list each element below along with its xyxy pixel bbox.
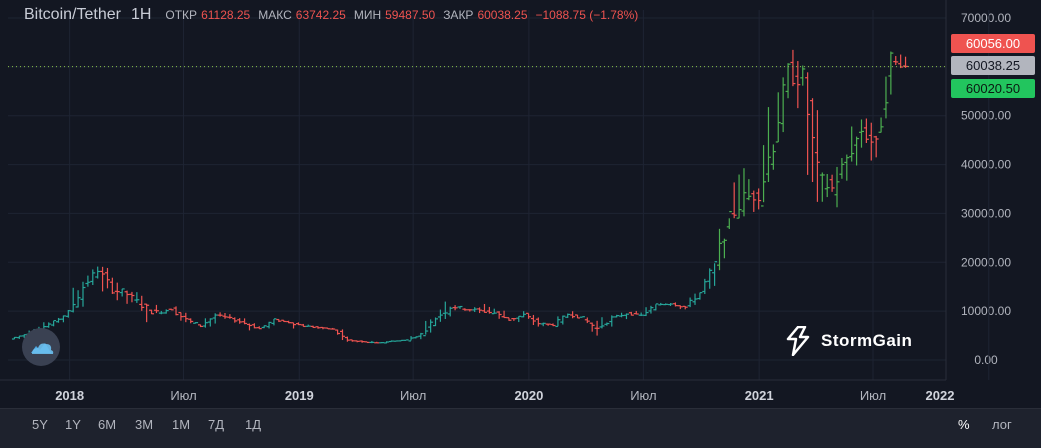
y-tick-label: 70000.00 [961,11,1011,25]
close-label: ЗАКР [443,8,474,22]
low-value: 59487.50 [385,8,436,22]
range-6m-button[interactable]: 6M [98,417,117,432]
x-tick-label: 2021 [745,388,774,403]
logo-text: StormGain [821,331,913,350]
y-tick-label: 40000.00 [961,158,1011,172]
stormgain-bolt-icon [786,326,810,356]
home-button[interactable] [22,328,60,366]
x-tick-label: Июл [630,388,656,403]
price-tag-high: 60056.00 [951,34,1035,53]
range-1m-button[interactable]: 1M [172,417,191,432]
x-tick-label: Июл [860,388,886,403]
price-tag-low: 60020.50 [951,79,1035,98]
x-tick-label: 2018 [55,388,84,403]
open-value: 61128.25 [201,8,251,22]
x-tick-label: 2022 [926,388,955,403]
close-value: 60038.25 [477,8,528,22]
symbol-label[interactable]: Bitcoin/Tether [24,6,121,23]
open-label: ОТКР [165,8,198,22]
range-3m-button[interactable]: 3M [135,417,154,432]
x-tick-label: Июл [400,388,426,403]
log-scale-button[interactable]: лог [992,417,1012,432]
y-tick-label: 50000.00 [961,109,1011,123]
range-1d-button[interactable]: 1Д [245,417,262,432]
range-5y-button[interactable]: 5Y [32,417,48,432]
y-tick-label: 0.00 [974,353,998,367]
timeframe-label[interactable]: 1H [130,6,152,23]
x-tick-label: 2019 [285,388,314,403]
y-tick-label: 30000.00 [961,206,1011,220]
low-label: МИН [353,8,382,22]
bottom-toolbar: 5Y 1Y 6M 3M 1M 7Д 1Д % лог [0,408,1041,448]
range-7d-button[interactable]: 7Д [208,417,225,432]
cloud-home-icon [31,343,54,354]
y-tick-label: 10000.00 [961,304,1011,318]
y-tick-label: 20000.00 [961,255,1011,269]
chart-header: Bitcoin/Tether 1H ОТКР 61128.25 МАКС 637… [24,6,646,28]
range-1y-button[interactable]: 1Y [65,417,81,432]
high-label: МАКС [258,8,292,22]
high-value: 63742.25 [295,8,346,22]
percent-scale-button[interactable]: % [958,417,970,432]
x-tick-label: 2020 [514,388,543,403]
change-value: −1088.75 (−1.78%) [535,8,639,22]
x-tick-label: Июл [170,388,196,403]
stormgain-logo: StormGain [785,326,912,356]
price-tag-current: 60038.25 [951,56,1035,75]
